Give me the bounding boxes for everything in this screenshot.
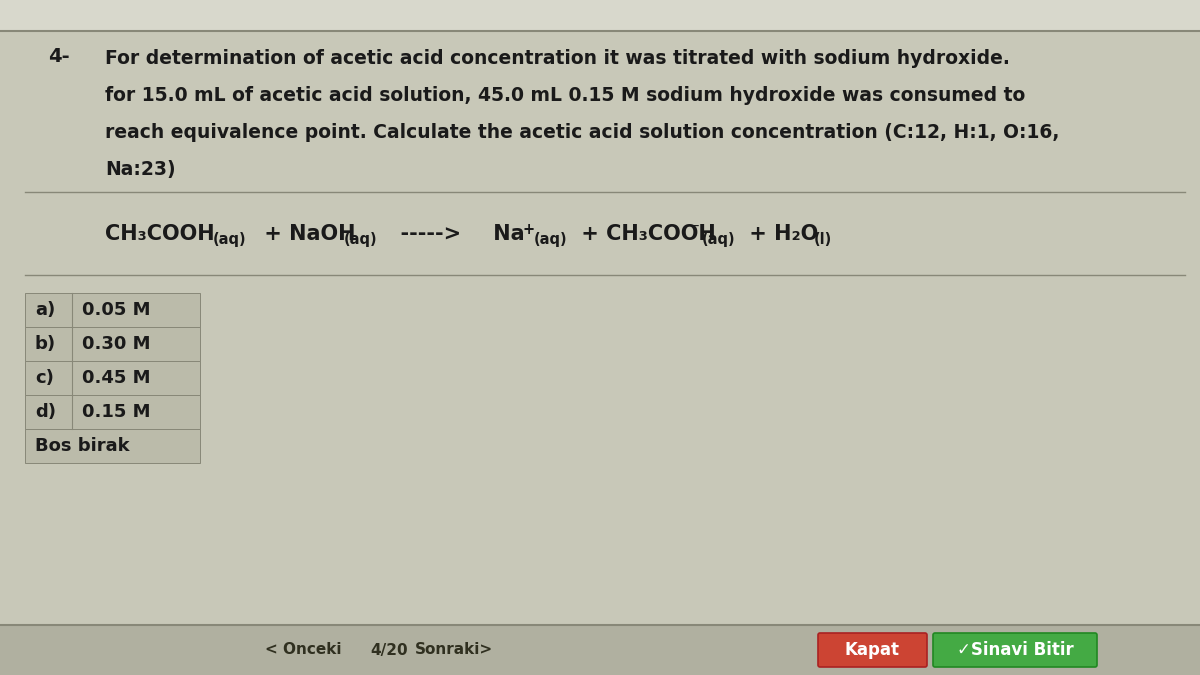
FancyBboxPatch shape: [934, 633, 1097, 667]
Text: (aq): (aq): [344, 232, 378, 247]
Text: + H₂O: + H₂O: [742, 224, 818, 244]
Text: < Onceki: < Onceki: [265, 643, 342, 657]
Text: (l): (l): [814, 232, 833, 247]
Text: (aq): (aq): [702, 232, 736, 247]
Text: 0.45 M: 0.45 M: [82, 369, 150, 387]
FancyBboxPatch shape: [0, 31, 1200, 625]
Text: 4-: 4-: [48, 47, 70, 66]
FancyBboxPatch shape: [25, 395, 200, 429]
Text: (aq): (aq): [214, 232, 247, 247]
Text: + NaOH: + NaOH: [257, 224, 355, 244]
Text: + CH₃COOH: + CH₃COOH: [574, 224, 715, 244]
Text: ✓Sinavi Bitir: ✓Sinavi Bitir: [956, 641, 1073, 659]
Text: b): b): [35, 335, 56, 353]
FancyBboxPatch shape: [818, 633, 928, 667]
Text: Sonraki>: Sonraki>: [415, 643, 493, 657]
Text: a): a): [35, 301, 55, 319]
Text: d): d): [35, 403, 56, 421]
Text: c): c): [35, 369, 54, 387]
FancyBboxPatch shape: [0, 0, 1200, 30]
FancyBboxPatch shape: [25, 361, 200, 395]
Text: reach equivalence point. Calculate the acetic acid solution concentration (C:12,: reach equivalence point. Calculate the a…: [106, 123, 1060, 142]
Text: For determination of acetic acid concentration it was titrated with sodium hydro: For determination of acetic acid concent…: [106, 49, 1010, 68]
FancyBboxPatch shape: [25, 327, 200, 361]
Text: Na: Na: [486, 224, 524, 244]
Text: 0.30 M: 0.30 M: [82, 335, 150, 353]
Text: CH₃COOH: CH₃COOH: [106, 224, 215, 244]
Text: for 15.0 mL of acetic acid solution, 45.0 mL 0.15 M sodium hydroxide was consume: for 15.0 mL of acetic acid solution, 45.…: [106, 86, 1025, 105]
FancyBboxPatch shape: [25, 293, 200, 327]
Text: Kapat: Kapat: [845, 641, 900, 659]
Text: 4/20: 4/20: [370, 643, 408, 657]
Text: +: +: [522, 222, 534, 237]
Text: ⁻: ⁻: [692, 222, 700, 237]
Text: ----->: ----->: [386, 224, 461, 244]
Text: (aq): (aq): [534, 232, 568, 247]
Text: Na:23): Na:23): [106, 160, 175, 179]
FancyBboxPatch shape: [0, 625, 1200, 675]
Text: 0.05 M: 0.05 M: [82, 301, 150, 319]
Text: Bos birak: Bos birak: [35, 437, 130, 455]
Text: 0.15 M: 0.15 M: [82, 403, 150, 421]
FancyBboxPatch shape: [25, 429, 200, 463]
